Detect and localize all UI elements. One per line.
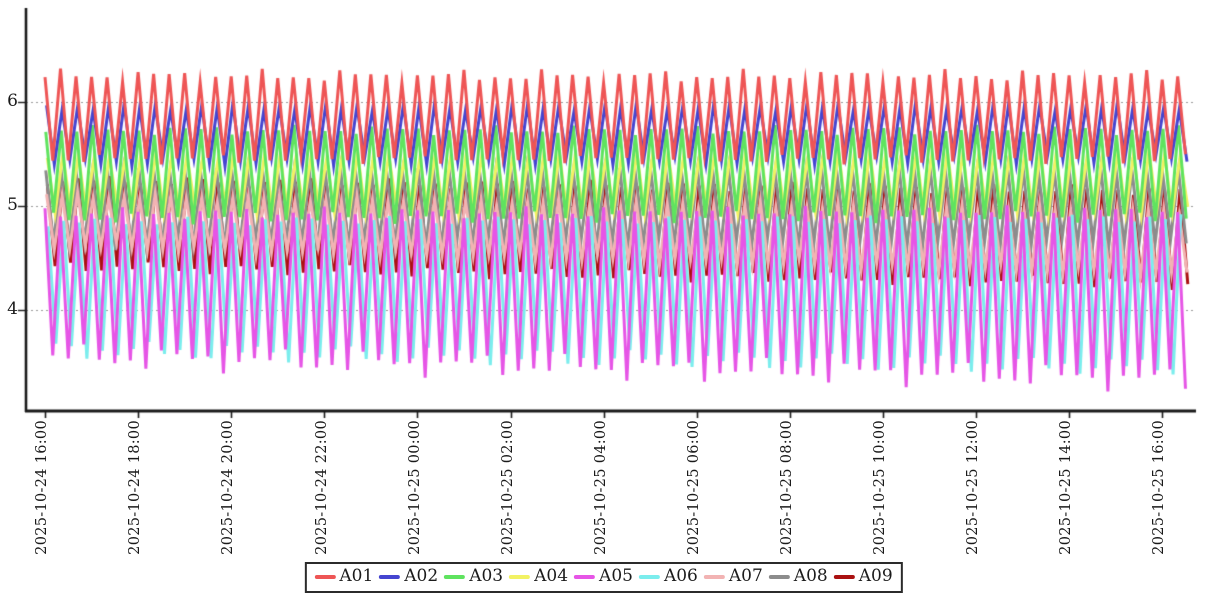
x-tick-label: 2025-10-25 04:00 bbox=[592, 420, 609, 555]
legend-swatch-a05 bbox=[574, 574, 596, 579]
legend-swatch-a01 bbox=[314, 574, 336, 579]
legend-swatch-a09 bbox=[833, 574, 855, 579]
legend-item-a08: A08 bbox=[768, 566, 828, 587]
legend-label: A04 bbox=[534, 566, 569, 586]
y-tick-label: 4 bbox=[7, 299, 18, 319]
legend-label: A02 bbox=[404, 566, 439, 586]
legend-label: A05 bbox=[599, 566, 633, 586]
legend-item-a06: A06 bbox=[638, 566, 698, 587]
legend-item-a01: A01 bbox=[314, 566, 374, 587]
legend-label: A06 bbox=[663, 566, 698, 586]
legend-item-a05: A05 bbox=[574, 566, 633, 587]
legend-swatch-a06 bbox=[638, 574, 660, 579]
legend-item-a09: A09 bbox=[833, 566, 893, 587]
x-tick-label: 2025-10-25 06:00 bbox=[685, 420, 702, 555]
legend-item-a02: A02 bbox=[379, 566, 439, 587]
x-tick-label: 2025-10-25 16:00 bbox=[1151, 420, 1168, 555]
x-tick-label: 2025-10-25 14:00 bbox=[1058, 420, 1075, 555]
legend-label: A01 bbox=[339, 566, 374, 586]
legend-label: A08 bbox=[793, 566, 828, 586]
legend-item-a07: A07 bbox=[703, 566, 763, 587]
legend-swatch-a04 bbox=[509, 574, 531, 579]
legend-label: A09 bbox=[858, 566, 893, 586]
x-tick-label: 2025-10-25 08:00 bbox=[778, 420, 795, 555]
legend-label: A07 bbox=[728, 566, 763, 586]
x-tick-label: 2025-10-25 00:00 bbox=[406, 420, 423, 555]
legend-item-a03: A03 bbox=[444, 566, 504, 587]
legend-swatch-a07 bbox=[703, 574, 725, 579]
legend-swatch-a02 bbox=[379, 574, 401, 579]
x-tick-label: 2025-10-25 02:00 bbox=[499, 420, 516, 555]
y-tick-label: 5 bbox=[7, 195, 18, 215]
legend-label: A03 bbox=[469, 566, 504, 586]
x-tick-label: 2025-10-24 16:00 bbox=[34, 420, 50, 555]
x-tick-label: 2025-10-24 22:00 bbox=[313, 420, 330, 555]
legend-swatch-a08 bbox=[768, 574, 790, 579]
x-tick-label: 2025-10-24 20:00 bbox=[220, 420, 237, 555]
y-tick-label: 6 bbox=[7, 91, 18, 111]
legend-item-a04: A04 bbox=[509, 566, 569, 587]
legend-swatch-a03 bbox=[444, 574, 466, 579]
x-tick-label: 2025-10-25 10:00 bbox=[871, 420, 888, 555]
chart-legend: A01 A02 A03 A04 A05 A06 A07 A08 A09 bbox=[304, 562, 903, 593]
x-tick-label: 2025-10-24 18:00 bbox=[127, 420, 144, 555]
x-tick-label: 2025-10-25 12:00 bbox=[965, 420, 981, 555]
